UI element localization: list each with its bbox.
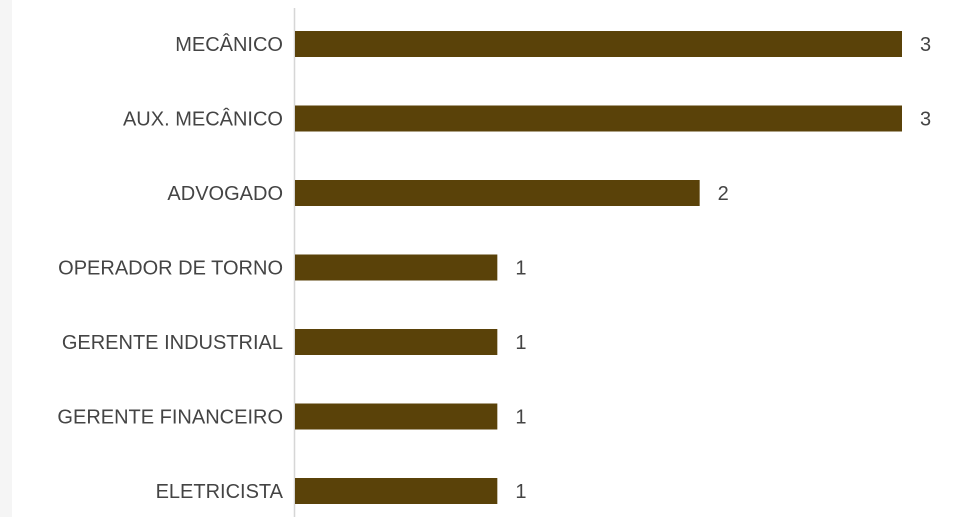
value-label: 3 bbox=[920, 34, 931, 56]
chart-panel: MECÂNICO AUX. MECÂNICO ADVOGADO OPERADOR DE… bbox=[12, 0, 959, 517]
category-label: OPERADOR DE TORNO bbox=[58, 258, 283, 280]
value-label: 1 bbox=[515, 332, 526, 354]
value-labels-layer: 3 3 2 1 1 1 1 bbox=[515, 34, 931, 503]
value-label: 1 bbox=[515, 258, 526, 280]
category-label: ELETRICISTA bbox=[156, 481, 284, 503]
bar bbox=[295, 254, 498, 281]
bar-chart: MECÂNICO AUX. MECÂNICO ADVOGADO OPERADOR DE… bbox=[57, 8, 931, 517]
bar bbox=[295, 329, 498, 355]
bar bbox=[295, 105, 902, 132]
bars-layer bbox=[295, 31, 902, 504]
category-labels-layer: MECÂNICO AUX. MECÂNICO ADVOGADO OPERADOR DE… bbox=[57, 33, 283, 503]
bar bbox=[295, 180, 700, 206]
category-label: AUX. MECÂNICO bbox=[123, 108, 283, 131]
category-label: GERENTE INDUSTRIAL bbox=[62, 332, 283, 354]
value-label: 1 bbox=[515, 481, 526, 503]
value-label: 1 bbox=[515, 407, 526, 429]
bar bbox=[295, 403, 498, 430]
category-label: GERENTE FINANCEIRO bbox=[57, 407, 283, 429]
bar bbox=[295, 31, 902, 57]
category-label: ADVOGADO bbox=[167, 183, 283, 205]
value-label: 3 bbox=[920, 109, 931, 131]
bar bbox=[295, 478, 498, 504]
value-label: 2 bbox=[718, 183, 729, 205]
category-label: MECÂNICO bbox=[175, 33, 283, 56]
